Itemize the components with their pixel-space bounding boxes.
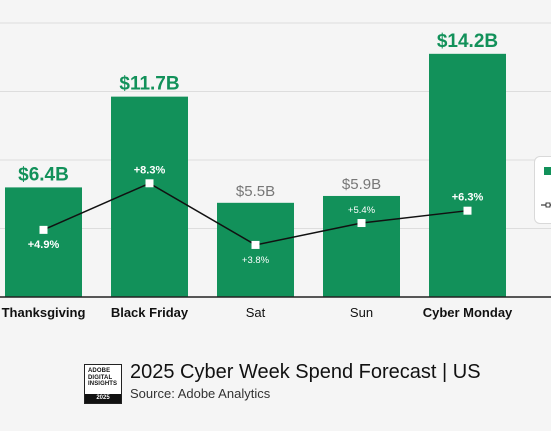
bar-value-label-3: $5.9B xyxy=(342,176,381,193)
badge-line-2: DIGITAL xyxy=(88,374,113,381)
category-label-4: Cyber Monday xyxy=(423,305,513,320)
adobe-digital-insights-badge: ADOBE DIGITAL INSIGHTS 2025 xyxy=(84,364,122,404)
growth-label-1: +8.3% xyxy=(134,164,166,176)
growth-point-1 xyxy=(145,179,154,188)
bar-1 xyxy=(111,96,188,297)
growth-point-2 xyxy=(251,240,260,249)
badge-year: 2025 xyxy=(85,394,121,403)
legend-bar-swatch xyxy=(544,167,551,175)
badge-line-1: ADOBE xyxy=(88,368,111,374)
bar-value-label-1: $11.7B xyxy=(119,74,179,95)
chart-source: Source: Adobe Analytics xyxy=(130,386,271,401)
bar-4 xyxy=(429,53,506,298)
legend-line-icon xyxy=(541,202,551,208)
growth-point-0 xyxy=(39,225,48,234)
category-label-0: Thanksgiving xyxy=(2,305,86,320)
bar-2 xyxy=(217,202,294,297)
growth-label-0: +4.9% xyxy=(28,239,60,251)
growth-label-2: +3.8% xyxy=(242,255,270,266)
bar-value-label-0: $6.4B xyxy=(18,164,69,185)
growth-label-4: +6.3% xyxy=(452,192,484,204)
bar-value-label-2: $5.5B xyxy=(236,183,275,200)
badge-text: ADOBE DIGITAL INSIGHTS xyxy=(88,368,117,388)
bar-0 xyxy=(5,187,82,297)
category-label-2: Sat xyxy=(246,305,266,320)
growth-point-4 xyxy=(463,206,472,215)
legend-box xyxy=(534,156,551,224)
chart-title: 2025 Cyber Week Spend Forecast | US xyxy=(130,361,481,383)
category-label-1: Black Friday xyxy=(111,305,189,320)
bar-3 xyxy=(323,195,400,297)
growth-label-3: +5.4% xyxy=(348,205,376,216)
growth-point-3 xyxy=(357,219,366,228)
bar-line-chart: $6.4B Thanksgiving $11.7B Black Friday $5.5B… xyxy=(0,22,551,320)
chart-footer: ADOBE DIGITAL INSIGHTS 2025 2025 Cyber W… xyxy=(84,361,504,404)
badge-line-3: INSIGHTS xyxy=(88,381,118,387)
bar-value-label-4: $14.2B xyxy=(437,31,498,52)
category-label-3: Sun xyxy=(350,305,373,320)
